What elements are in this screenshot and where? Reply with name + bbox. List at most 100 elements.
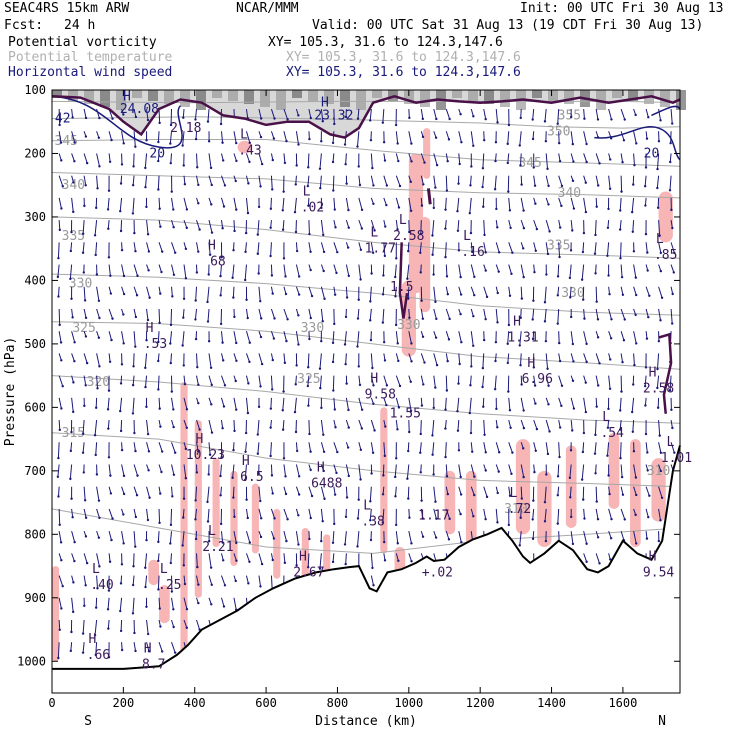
wind-vector [295, 486, 300, 495]
wind-vector [308, 508, 312, 519]
wind-vector [196, 375, 199, 385]
wind-vector-head [134, 545, 137, 548]
wind-vector-head [194, 299, 197, 302]
wind-vector-head [93, 234, 97, 237]
wind-vector-head [607, 474, 610, 477]
wind-vector-head [643, 384, 647, 388]
wind-vector-head [434, 336, 438, 339]
wind-vector [283, 464, 287, 477]
wind-vector-head [210, 583, 213, 586]
wind-vector [583, 153, 588, 163]
wind-vector-head [656, 406, 660, 409]
wind-vector [245, 308, 249, 319]
extremum-value: 1.31 [507, 331, 538, 346]
extremum-symbol: H [88, 632, 96, 647]
wind-vector-head [481, 385, 484, 389]
wind-vector [333, 486, 336, 495]
wind-vector-head [97, 499, 101, 502]
wind-vector [319, 375, 322, 389]
wind-vector [158, 597, 161, 609]
wind-vector [508, 242, 513, 253]
wind-vector [458, 486, 462, 495]
wind-vector [183, 219, 188, 229]
wind-vector-head [456, 229, 460, 232]
wind-vector-head [136, 274, 139, 277]
wind-vector-head [83, 604, 86, 607]
wind-vector-head [534, 449, 537, 452]
wind-vector [245, 175, 249, 184]
wind-vector-head [309, 316, 312, 320]
wind-vector-head [119, 429, 123, 433]
wind-vector-head [656, 186, 659, 190]
wind-vector [645, 131, 648, 139]
wind-vector-head [59, 141, 63, 144]
wind-vector [445, 353, 449, 362]
wind-vector-head [396, 428, 399, 431]
wind-vector-head [460, 541, 463, 544]
wind-vector [58, 420, 61, 430]
wind-vector [333, 464, 337, 474]
wind-vector-head [234, 579, 237, 583]
wind-vector-head [97, 299, 101, 302]
wind-vector [645, 108, 649, 118]
wind-vector-head [259, 299, 262, 303]
wind-vector-head [246, 516, 249, 520]
wind-vector-head [419, 432, 422, 436]
wind-vector [445, 242, 447, 258]
wind-vector-head [159, 425, 162, 428]
wind-vector-head [372, 384, 375, 387]
extrema-labels: H68L.43L.022.18L2.58L1.771.5L.16L.85H1.3… [87, 121, 692, 672]
wind-vector [431, 420, 435, 436]
extremum-value: 8.7 [142, 657, 165, 672]
wind-vector-head [519, 516, 522, 519]
wind-vector [520, 508, 522, 518]
wind-vector [171, 486, 173, 497]
wind-vector-head [308, 537, 311, 541]
wind-vector-head [134, 115, 138, 119]
wind-vector-head [120, 648, 124, 652]
wind-vector [558, 419, 561, 428]
wind-vector-head [543, 120, 547, 123]
pv-shade-region [212, 458, 220, 548]
wind-vector [133, 108, 137, 118]
wind-vector [295, 331, 299, 345]
wind-vector [595, 553, 600, 564]
wind-vector-head [635, 493, 638, 497]
wind-vector-head [106, 208, 110, 211]
wind-vector-head [269, 254, 272, 258]
wind-vector-head [511, 251, 514, 254]
wind-vector [170, 153, 173, 164]
wind-vector [332, 553, 335, 562]
wind-vector-head [271, 388, 274, 391]
wind-vector [383, 375, 388, 386]
field-theta-name: Potential temperature [8, 50, 173, 65]
wind-vector-head [196, 365, 199, 369]
wind-vector [82, 442, 85, 453]
wind-vector-head [594, 233, 597, 237]
wind-vector-head [583, 117, 586, 120]
wind-vector [458, 331, 462, 343]
wind-vector-head [256, 433, 259, 436]
wind-vector-head [93, 434, 97, 437]
wind-vector-head [484, 317, 487, 321]
wind-vector-head [60, 558, 63, 562]
wind-vector-head [459, 493, 463, 496]
wind-vector-head [482, 405, 485, 408]
wind-vector [294, 197, 297, 213]
wind-vector-head [658, 234, 661, 237]
wind-vector-head [497, 470, 500, 473]
wind-vector-head [109, 292, 113, 295]
wind-vector-head [444, 427, 447, 430]
wind-vector [470, 486, 475, 496]
wind-vector [395, 153, 399, 162]
wind-vector [458, 264, 462, 278]
wind-vector-head [659, 469, 663, 473]
wind-vector-head [595, 500, 598, 503]
wind-vector-head [146, 432, 150, 436]
wind-vector-head [644, 204, 647, 207]
wind-vector [595, 175, 599, 186]
theta-contour-310 [51, 508, 681, 554]
wind-vector [96, 175, 99, 189]
wind-vector-head [282, 257, 286, 260]
wind-vector-head [146, 518, 150, 522]
